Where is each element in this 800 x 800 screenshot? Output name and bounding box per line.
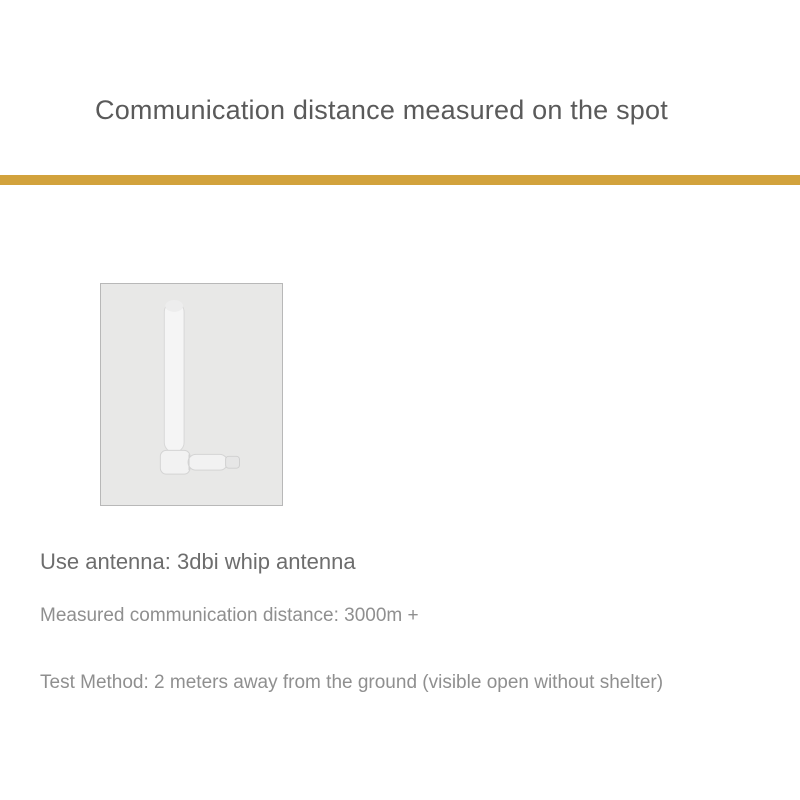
page-title: Communication distance measured on the s… xyxy=(95,95,740,126)
spec-distance: Measured communication distance: 3000m + xyxy=(40,605,419,627)
divider-bar xyxy=(0,175,800,185)
spec-method: Test Method: 2 meters away from the grou… xyxy=(40,672,663,694)
antenna-image-frame xyxy=(100,283,283,506)
spec-antenna: Use antenna: 3dbi whip antenna xyxy=(40,549,356,575)
antenna-icon xyxy=(101,284,282,505)
